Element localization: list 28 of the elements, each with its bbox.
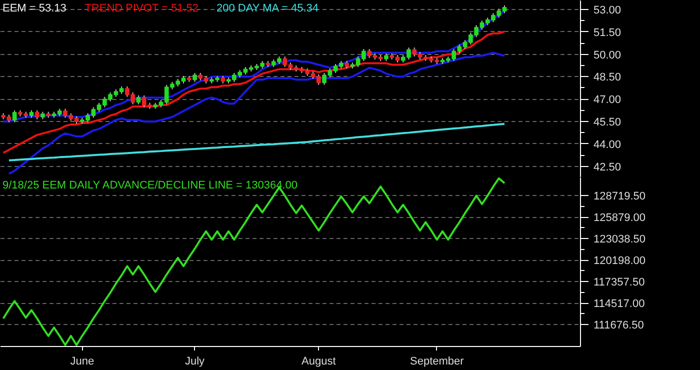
y-tick-label: 44.00 [594,138,622,151]
y-tick-label: 114517.00 [594,298,645,310]
y-tick-label: 53.00 [594,4,622,16]
series-label: 9/18/25 EEM DAILY ADVANCE/DECLINE LINE = 130364.00 [2,180,298,192]
y-tick-label: 47.00 [594,94,622,106]
y-tick-label: 45.50 [594,116,622,128]
y-tick-label: 111676.50 [594,320,644,332]
text: TREND PIVOT = 51.52 [84,2,199,14]
y-tick-label: 42.50 [594,161,622,174]
y-tick-label: 50.00 [594,49,622,62]
chart-title: EEM = 53.13 [2,2,66,14]
candlestick [12,110,17,123]
y-tick-label: 48.50 [594,72,622,84]
line-series [8,122,506,162]
line-series [2,30,506,154]
x-tick-label: August [302,356,336,368]
line-series [8,52,506,175]
y-tick-label: 123038.50 [594,234,646,246]
y-tick-label: 128719.50 [594,190,646,203]
x-tick-label: September [410,356,464,368]
text: 200 DAY MA = 45.34 [216,2,319,14]
y-tick-label: 117357.50 [594,276,645,289]
y-tick-label: 51.50 [594,26,622,39]
x-tick-label: July [184,356,206,368]
x-tick-label: June [70,356,94,368]
line-series [2,178,506,346]
y-tick-label: 125879.00 [594,212,646,224]
y-tick-label: 120198.00 [594,255,646,268]
